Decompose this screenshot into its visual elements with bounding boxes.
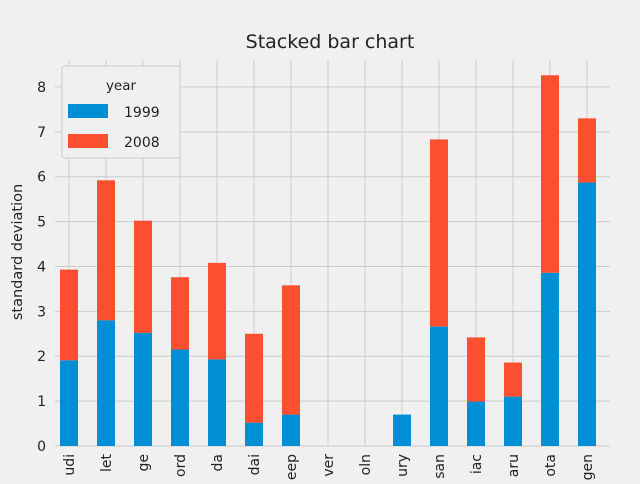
bar-1999 [245,422,263,446]
bars [60,75,596,446]
bar-2008 [171,277,189,350]
bar-1999 [467,401,485,446]
bar-1999 [430,326,448,446]
x-tick-label: ury [395,454,411,477]
bar-1999 [60,360,78,446]
bar-1999 [393,414,411,446]
x-tick-label: san [432,454,448,479]
x-tick-label: let [99,453,115,472]
bar-2008 [541,75,559,273]
x-tick-label: gen [580,454,596,480]
bar-2008 [97,180,115,321]
legend-swatch-2008 [68,134,108,148]
bar-1999 [208,359,226,446]
y-tick-label: 2 [37,349,46,365]
bar-2008 [208,262,226,360]
bar-1999 [578,182,596,446]
bar-1999 [97,320,115,446]
x-tick-label: iac [469,454,485,474]
bar-1999 [504,396,522,446]
y-tick-label: 8 [37,80,46,96]
x-tick-label: aru [506,454,522,477]
x-tick-label: ge [136,454,152,472]
y-tick-label: 1 [37,394,46,410]
bar-2008 [60,269,78,361]
legend-title: year [106,78,137,94]
bar-1999 [171,349,189,446]
bar-2008 [578,118,596,183]
x-tick-label: ver [321,454,337,477]
y-tick-label: 4 [37,259,46,275]
x-tick-label: udi [62,454,78,476]
ticks: 0 1 2 3 4 5 6 7 8 udi let ge ord da dai eep ver oln ury san… [37,80,596,480]
chart-title: Stacked bar chart [246,31,415,53]
y-axis-label: standard deviation [10,184,26,320]
bar-2008 [282,285,300,415]
bar-2008 [245,333,263,423]
legend: year 1999 2008 [61,65,181,159]
x-tick-label: oln [358,454,374,475]
bar-1999 [134,332,152,446]
y-tick-label: 3 [37,304,46,320]
x-tick-label: dai [247,454,263,475]
legend-swatch-1999 [68,104,108,118]
legend-label-2008: 2008 [124,135,160,151]
x-tick-label: eep [284,454,300,480]
x-tick-label: ota [543,454,559,477]
x-tick-label: da [210,454,226,471]
bar-2008 [504,362,522,397]
bar-2008 [134,220,152,333]
bar-2008 [430,139,448,327]
legend-label-1999: 1999 [124,105,160,121]
x-tick-label: ord [173,454,189,477]
y-tick-label: 0 [37,439,46,455]
y-tick-label: 5 [37,215,46,231]
bar-1999 [282,414,300,446]
bar-1999 [541,272,559,446]
y-tick-label: 7 [37,125,46,141]
bar-2008 [467,337,485,402]
y-tick-label: 6 [37,170,46,186]
